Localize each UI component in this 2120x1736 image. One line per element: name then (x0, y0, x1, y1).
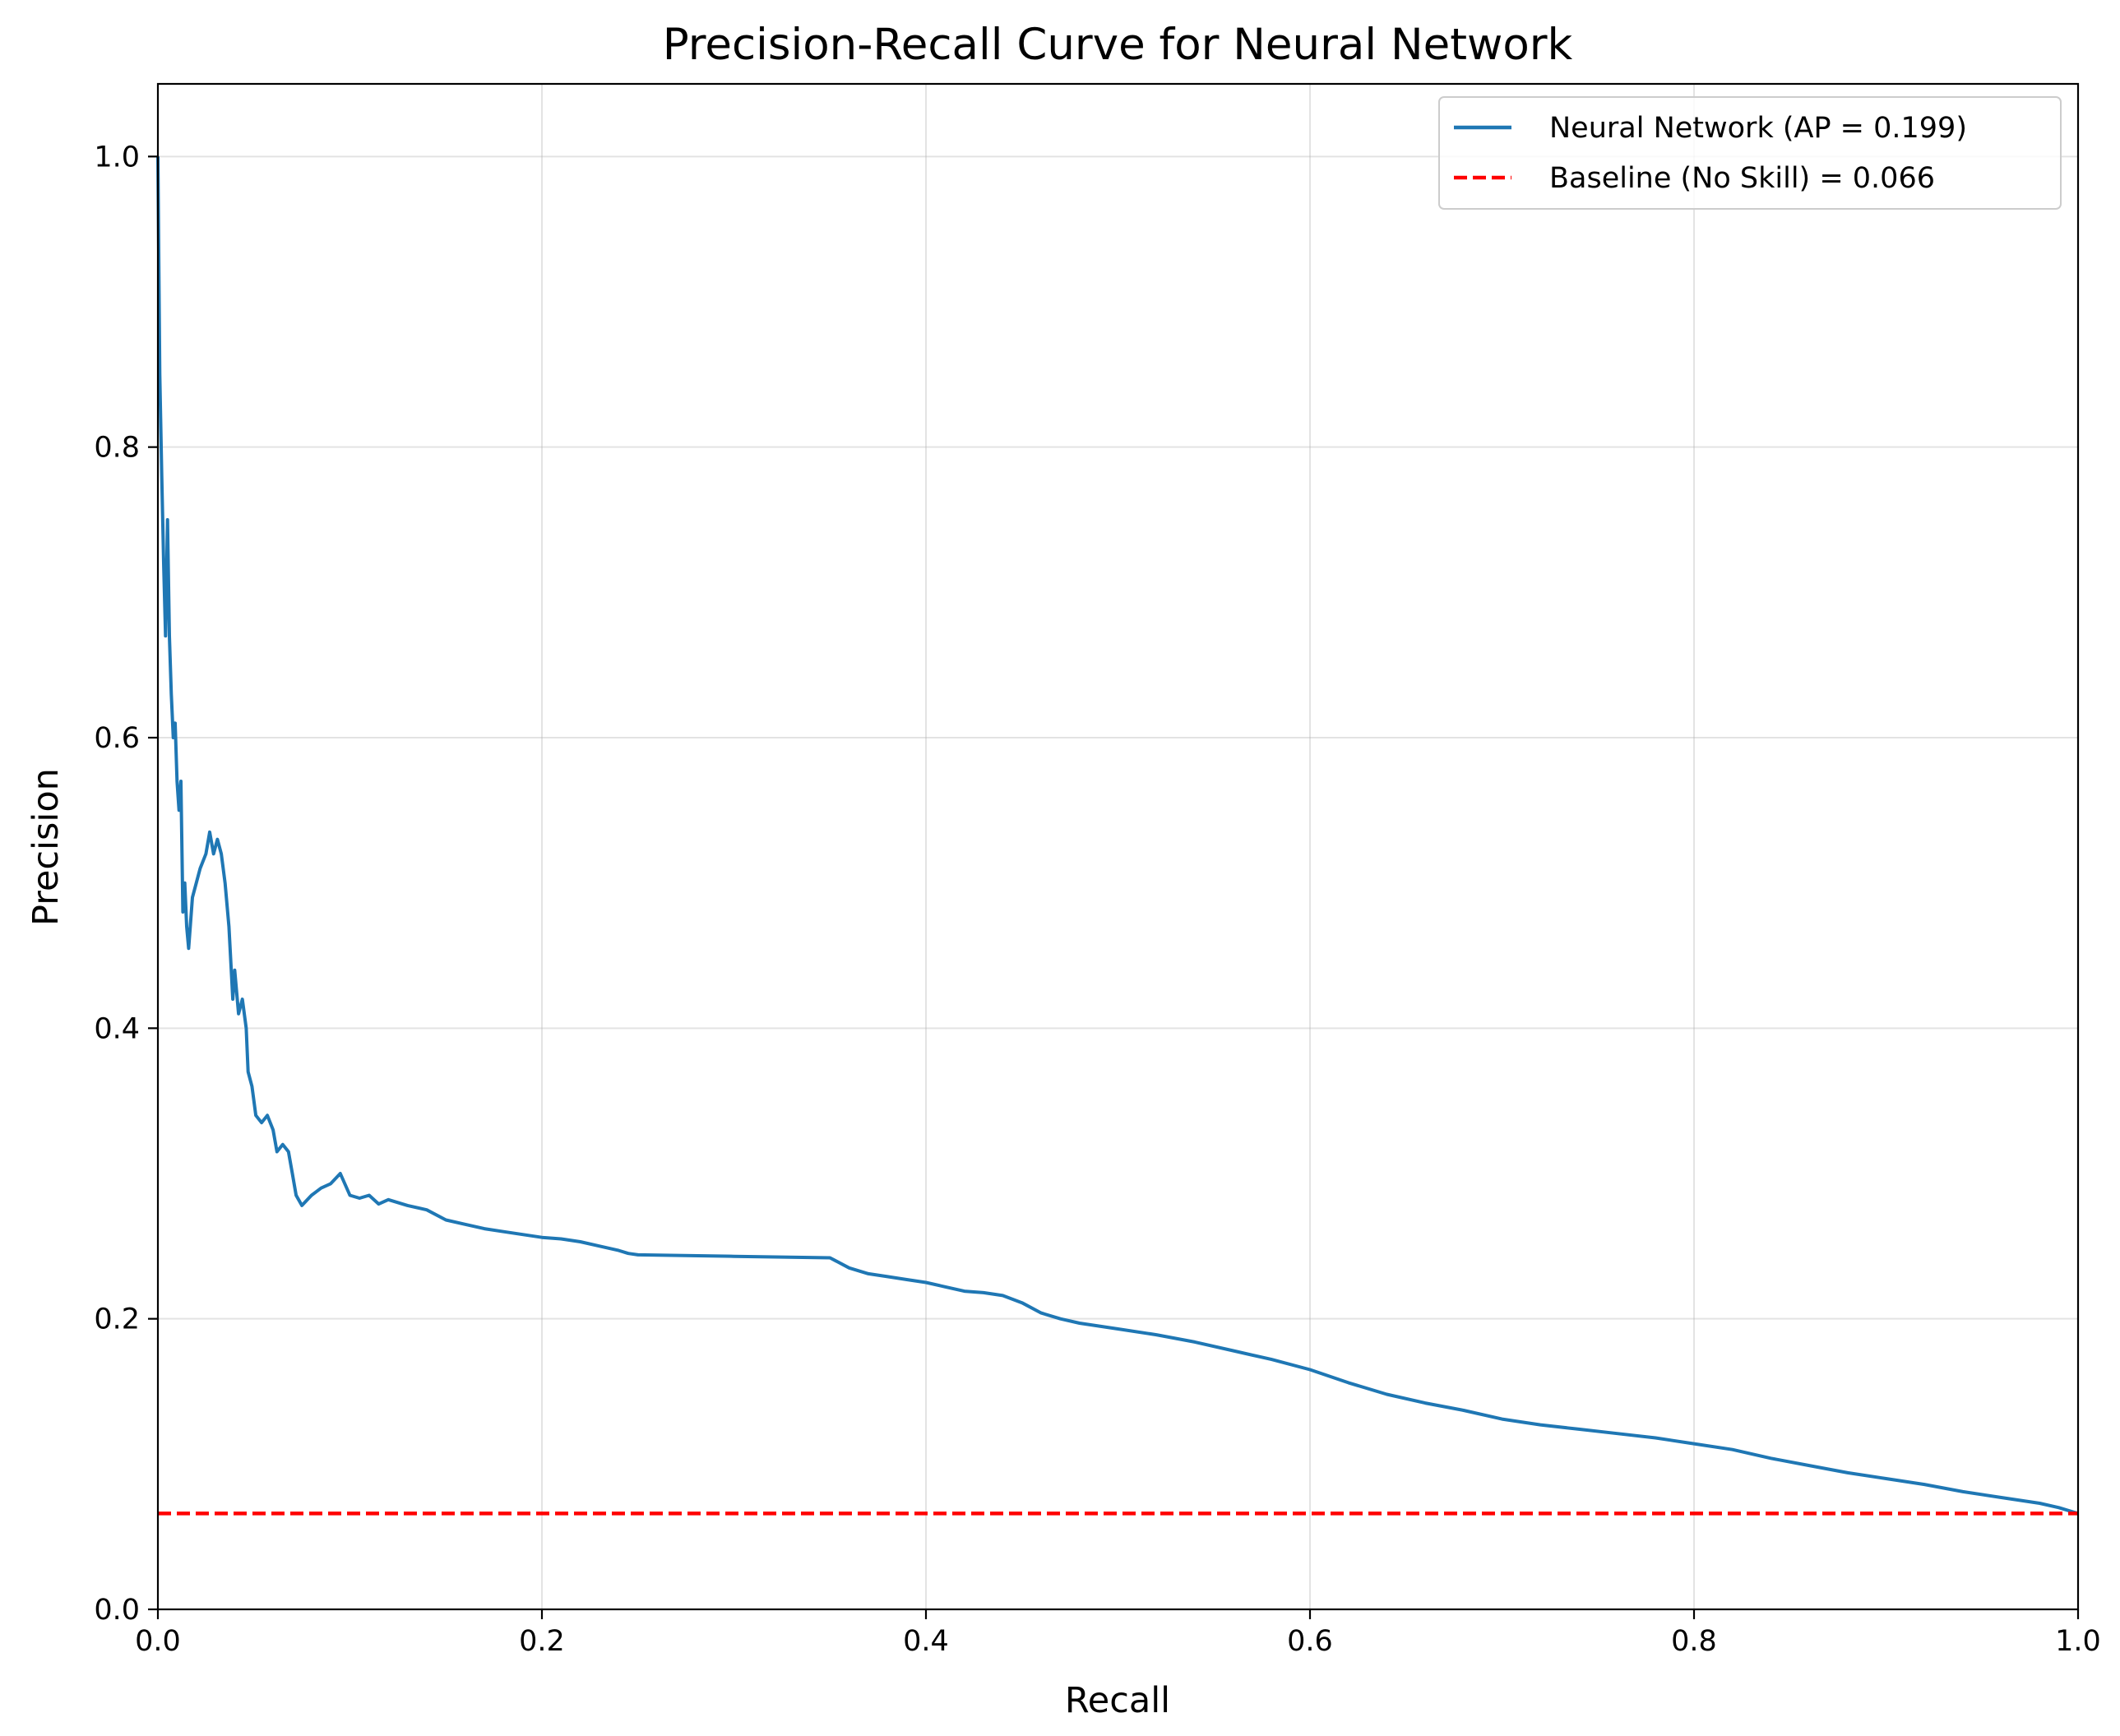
x-axis-ticks: 0.0 0.2 0.4 0.6 0.8 1.0 (135, 1609, 2101, 1658)
y-tick-label: 0.6 (94, 722, 140, 755)
x-axis-label: Recall (1065, 1680, 1170, 1721)
y-tick-label: 0.4 (94, 1012, 140, 1045)
x-tick-label: 1.0 (2055, 1625, 2101, 1658)
x-tick-label: 0.8 (1671, 1625, 1717, 1658)
legend: Neural Network (AP = 0.199) Baseline (No… (1438, 96, 2062, 210)
chart-title: Precision-Recall Curve for Neural Networ… (663, 20, 1573, 70)
y-axis-label: Precision (25, 768, 67, 926)
legend-box (1438, 96, 2062, 210)
y-tick-label: 0.8 (94, 432, 140, 465)
y-tick-label: 0.2 (94, 1303, 140, 1336)
legend-label-neural-network: Neural Network (AP = 0.199) (1549, 112, 1967, 145)
x-tick-label: 0.6 (1287, 1625, 1333, 1658)
x-tick-label: 0.2 (519, 1625, 565, 1658)
x-tick-label: 0.0 (135, 1625, 181, 1658)
y-tick-label: 1.0 (94, 141, 140, 174)
legend-label-baseline: Baseline (No Skill) = 0.066 (1549, 162, 1935, 195)
plot-frame (156, 82, 2080, 1611)
x-tick-label: 0.4 (903, 1625, 949, 1658)
plot-lines (156, 156, 2079, 1516)
y-tick-label: 0.0 (94, 1594, 140, 1627)
pr-curve-line (156, 156, 2079, 1516)
y-axis-ticks: 0.0 0.2 0.4 0.6 0.8 1.0 (94, 141, 158, 1627)
